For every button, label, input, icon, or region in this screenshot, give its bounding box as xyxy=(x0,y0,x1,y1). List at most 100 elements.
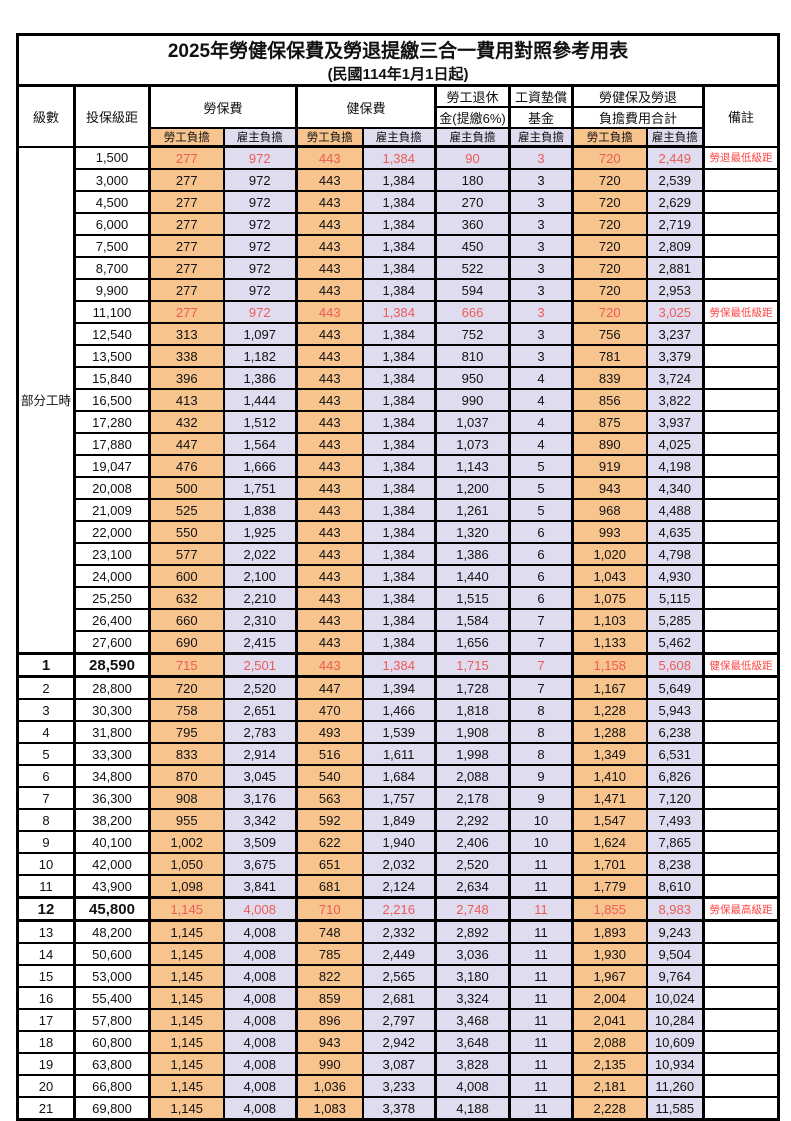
cell-remark xyxy=(702,830,780,854)
cell-labor-employer: 2,520 xyxy=(222,675,298,700)
cell-total-employer: 2,539 xyxy=(645,168,705,192)
cell-level: 9 xyxy=(16,830,76,854)
table-row: 5 33,300 833 2,914 516 1,611 1,998 8 1,349 6,531 xyxy=(16,742,780,766)
cell-wage-fund-employer: 11 xyxy=(508,1096,574,1121)
cell-insured-bracket: 66,800 xyxy=(73,1074,151,1098)
cell-wage-fund-employer: 10 xyxy=(508,808,574,832)
cell-remark xyxy=(702,1074,780,1098)
cell-health-employer: 1,384 xyxy=(361,542,437,566)
cell-total-employee: 943 xyxy=(571,476,648,500)
cell-insured-bracket: 38,200 xyxy=(73,808,151,832)
cell-wage-fund-employer: 11 xyxy=(508,919,574,944)
cell-health-employer: 1,384 xyxy=(361,234,437,258)
cell-labor-employer: 1,838 xyxy=(222,498,298,522)
cell-total-employee: 720 xyxy=(571,168,648,192)
cell-insured-bracket: 30,300 xyxy=(73,698,151,722)
cell-health-employer: 1,684 xyxy=(361,764,437,788)
cell-health-employer: 1,384 xyxy=(361,608,437,632)
cell-pension-employer: 3,324 xyxy=(434,986,511,1010)
cell-wage-fund-employer: 5 xyxy=(508,454,574,478)
cell-labor-employee: 1,145 xyxy=(148,986,225,1010)
cell-total-employer: 5,115 xyxy=(645,586,705,610)
cell-health-employer: 2,681 xyxy=(361,986,437,1010)
cell-total-employee: 993 xyxy=(571,520,648,544)
cell-total-employer: 10,609 xyxy=(645,1030,705,1054)
cell-labor-employee: 870 xyxy=(148,764,225,788)
cell-level: 11 xyxy=(16,874,76,899)
cell-health-employer: 1,384 xyxy=(361,300,437,324)
header-level: 級數 xyxy=(16,84,76,148)
cell-total-employee: 720 xyxy=(571,190,648,214)
subheader-health-employee: 勞工負擔 xyxy=(295,127,364,148)
table-row: 13,500 338 1,182 443 1,384 810 3 781 3,379 xyxy=(18,344,780,368)
cell-insured-bracket: 48,200 xyxy=(73,919,151,944)
cell-labor-employer: 972 xyxy=(222,212,298,236)
table-row: 2 28,800 720 2,520 447 1,394 1,728 7 1,167 5,649 xyxy=(16,675,780,700)
cell-remark xyxy=(702,476,780,500)
cell-labor-employer: 3,509 xyxy=(222,830,298,854)
cell-wage-fund-employer: 11 xyxy=(508,896,574,922)
cell-insured-bracket: 43,900 xyxy=(73,874,151,899)
cell-health-employer: 1,384 xyxy=(361,168,437,192)
cell-labor-employer: 4,008 xyxy=(222,1052,298,1076)
cell-pension-employer: 2,520 xyxy=(434,852,511,876)
cell-total-employer: 2,881 xyxy=(645,256,705,280)
table-row: 20,008 500 1,751 443 1,384 1,200 5 943 4,340 xyxy=(18,476,780,500)
cell-remark xyxy=(702,874,780,899)
cell-insured-bracket: 36,300 xyxy=(73,786,151,810)
subheader-total-employer: 雇主負擔 xyxy=(645,127,705,148)
cell-health-employer: 1,384 xyxy=(361,454,437,478)
cell-insured-bracket: 26,400 xyxy=(73,608,151,632)
table-row: 1 28,590 715 2,501 443 1,384 1,715 7 1,158 5,608 健… xyxy=(16,652,780,678)
cell-health-employer: 1,384 xyxy=(361,388,437,412)
cell-total-employer: 8,983 xyxy=(645,896,705,922)
cell-pension-employer: 2,748 xyxy=(434,896,511,922)
cell-remark xyxy=(702,964,780,988)
table-row: 部分工時 1,500 277 972 443 1,384 90 3 720 2,449 勞退最低級距 xyxy=(16,145,780,655)
cell-health-employee: 563 xyxy=(295,786,364,810)
cell-wage-fund-employer: 4 xyxy=(508,410,574,434)
cell-labor-employee: 1,145 xyxy=(148,1074,225,1098)
cell-labor-employee: 955 xyxy=(148,808,225,832)
cell-health-employee: 443 xyxy=(295,410,364,434)
cell-health-employer: 1,539 xyxy=(361,720,437,744)
cell-labor-employer: 2,022 xyxy=(222,542,298,566)
cell-pension-employer: 1,818 xyxy=(434,698,511,722)
cell-total-employer: 3,937 xyxy=(645,410,705,434)
cell-health-employee: 710 xyxy=(295,896,364,922)
cell-labor-employer: 972 xyxy=(222,168,298,192)
cell-pension-employer: 1,320 xyxy=(434,520,511,544)
cell-health-employee: 443 xyxy=(295,300,364,324)
cell-pension-employer: 450 xyxy=(434,234,511,258)
cell-labor-employee: 1,145 xyxy=(148,1008,225,1032)
cell-health-employer: 1,394 xyxy=(361,675,437,700)
cell-total-employee: 875 xyxy=(571,410,648,434)
cell-insured-bracket: 33,300 xyxy=(73,742,151,766)
cell-wage-fund-employer: 4 xyxy=(508,388,574,412)
cell-labor-employee: 550 xyxy=(148,520,225,544)
cell-insured-bracket: 3,000 xyxy=(73,168,151,192)
table-row: 14 50,600 1,145 4,008 785 2,449 3,036 11 1,930 9,… xyxy=(16,942,780,966)
cell-health-employee: 443 xyxy=(295,564,364,588)
cell-wage-fund-employer: 11 xyxy=(508,852,574,876)
cell-wage-fund-employer: 7 xyxy=(508,608,574,632)
cell-labor-employee: 476 xyxy=(148,454,225,478)
cell-remark xyxy=(702,366,780,390)
subheader-labor-employer: 雇主負擔 xyxy=(222,127,298,148)
cell-health-employee: 540 xyxy=(295,764,364,788)
cell-total-employer: 2,809 xyxy=(645,234,705,258)
cell-labor-employee: 795 xyxy=(148,720,225,744)
cell-pension-employer: 180 xyxy=(434,168,511,192)
cell-health-employee: 443 xyxy=(295,344,364,368)
table-row: 12,540 313 1,097 443 1,384 752 3 756 3,237 xyxy=(18,322,780,346)
cell-labor-employee: 432 xyxy=(148,410,225,434)
cell-pension-employer: 1,715 xyxy=(434,652,511,678)
cell-wage-fund-employer: 8 xyxy=(508,720,574,744)
cell-insured-bracket: 55,400 xyxy=(73,986,151,1010)
cell-level: 4 xyxy=(16,720,76,744)
cell-total-employee: 2,041 xyxy=(571,1008,648,1032)
cell-total-employee: 1,288 xyxy=(571,720,648,744)
cell-wage-fund-employer: 7 xyxy=(508,675,574,700)
cell-remark xyxy=(702,764,780,788)
cell-pension-employer: 3,468 xyxy=(434,1008,511,1032)
